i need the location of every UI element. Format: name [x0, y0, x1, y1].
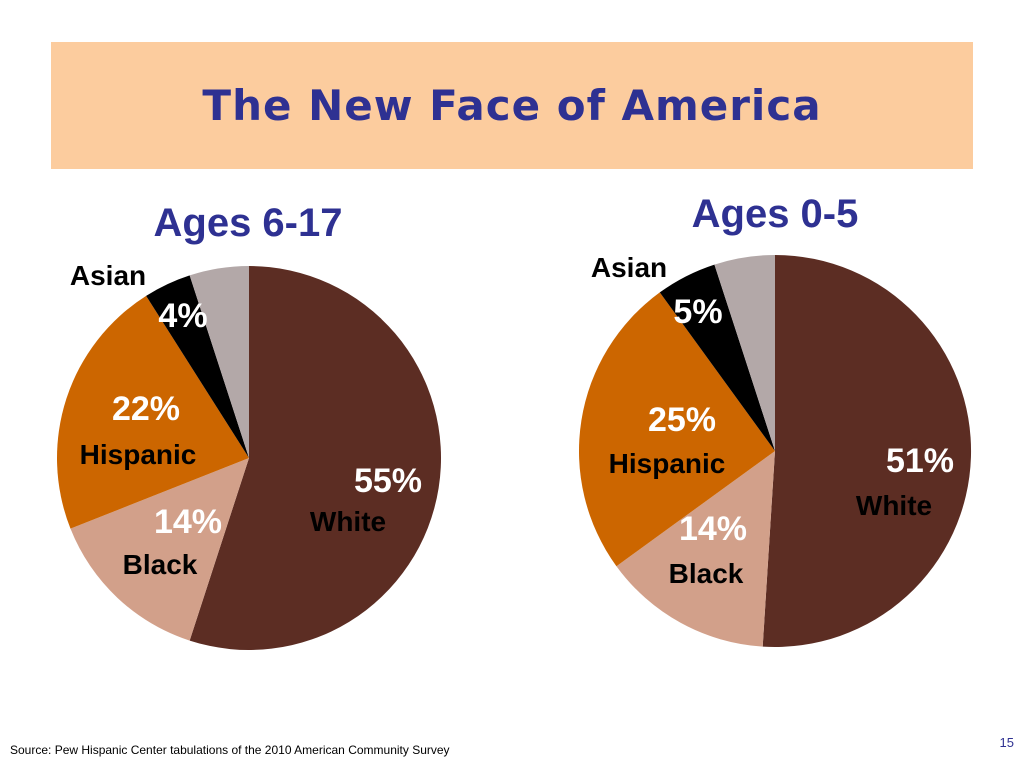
chart-title: Ages 0-5 [692, 192, 859, 236]
value-label-white: 51% [886, 442, 954, 480]
pie-slice-other [189, 266, 249, 458]
value-label-asian: 4% [158, 297, 207, 335]
title-banner: The New Face of America [51, 42, 973, 169]
pie-slice-white [762, 254, 972, 647]
source-note: Source: Pew Hispanic Center tabulations … [10, 743, 450, 757]
pie-slice-black [616, 451, 775, 647]
pie-slice-asian [659, 264, 775, 451]
pie-slice-hispanic [56, 295, 250, 529]
value-label-hispanic: 25% [648, 401, 716, 439]
slide-title: The New Face of America [202, 81, 822, 130]
pie-slice-hispanic [578, 292, 775, 567]
category-label-asian: Asian [591, 252, 667, 283]
category-label-hispanic: Hispanic [80, 439, 197, 470]
page-number: 15 [999, 735, 1014, 750]
pie-slice-asian [146, 275, 249, 458]
value-label-asian: 5% [673, 293, 722, 331]
category-label-asian: Asian [70, 260, 146, 291]
category-label-hispanic: Hispanic [609, 448, 726, 479]
pie-slice-black [70, 458, 249, 641]
category-label-white: White [310, 506, 386, 537]
category-label-white: White [856, 490, 932, 521]
value-label-hispanic: 22% [112, 390, 180, 428]
value-label-black: 14% [154, 503, 222, 541]
pie-slice-other [714, 255, 775, 451]
category-label-black: Black [123, 549, 198, 580]
value-label-white: 55% [354, 462, 422, 500]
category-label-black: Black [669, 558, 744, 589]
value-label-black: 14% [679, 510, 747, 548]
chart-title: Ages 6-17 [154, 201, 343, 245]
pie-slice-white [189, 266, 442, 650]
